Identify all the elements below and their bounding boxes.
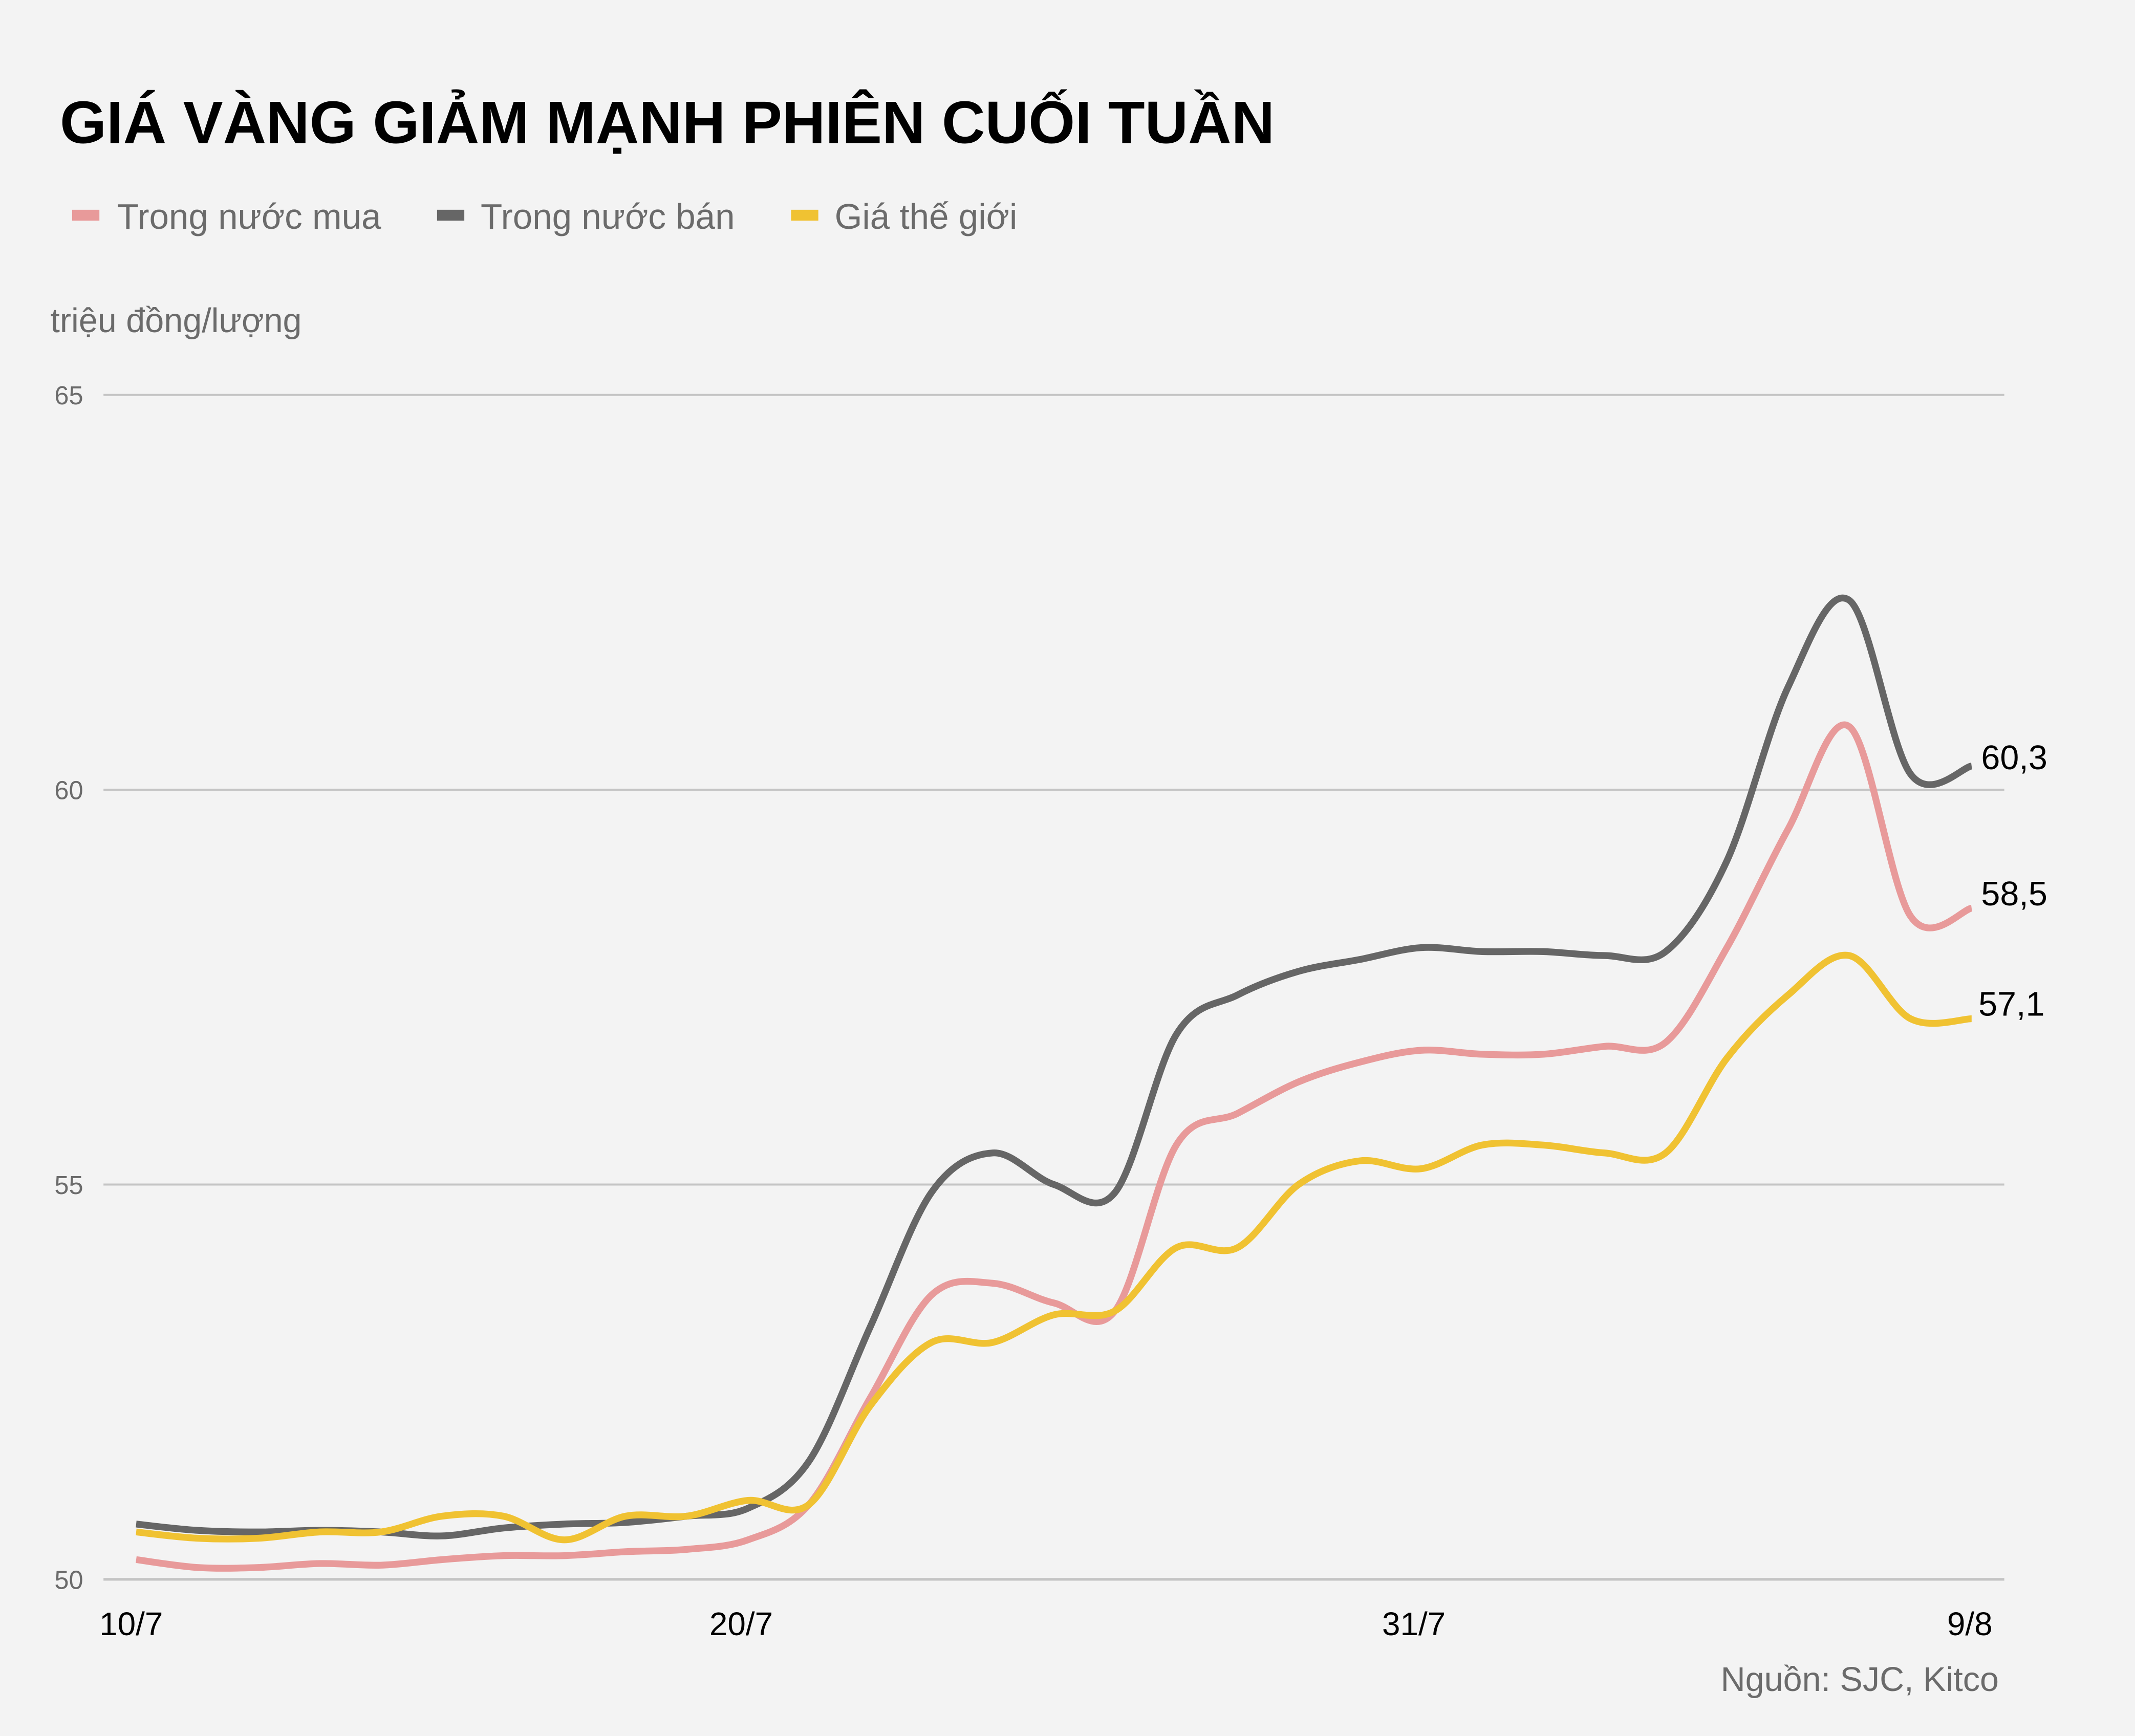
chart-title: GIÁ VÀNG GIẢM MẠNH PHIÊN CUỐI TUẦN <box>60 89 1275 156</box>
legend-swatch-ban <box>437 209 465 221</box>
series-line-ban[interactable] <box>136 594 1973 1539</box>
end-label-mua: 58,5 <box>1981 875 2047 913</box>
series-line-the-gioi[interactable] <box>136 951 1972 1544</box>
legend-item-ban[interactable]: Trong nước bán <box>437 197 735 236</box>
series-line-mua[interactable] <box>136 721 1973 1572</box>
y-tick-55: 55 <box>54 1170 83 1200</box>
legend-swatch-the-gioi <box>791 209 818 221</box>
legend-swatch-mua <box>72 209 100 221</box>
legend-item-the-gioi[interactable]: Giá thế giới <box>791 197 1018 236</box>
y-axis-unit-label: triệu đồng/lượng <box>50 302 301 340</box>
y-tick-60: 60 <box>54 776 83 805</box>
legend-label-mua: Trong nước mua <box>117 197 381 236</box>
y-tick-65: 65 <box>54 381 83 410</box>
end-label-ban: 60,3 <box>1981 739 2047 777</box>
legend-item-mua[interactable]: Trong nước mua <box>72 197 381 236</box>
y-tick-50: 50 <box>54 1566 83 1595</box>
x-tick-20-7: 20/7 <box>709 1605 773 1642</box>
series-group <box>136 594 1973 1572</box>
legend-label-the-gioi: Giá thế giới <box>835 197 1018 236</box>
legend-label-ban: Trong nước bán <box>481 197 735 236</box>
legend: Trong nước mua Trong nước bán Giá thế gi… <box>72 197 1017 236</box>
end-label-the-gioi: 57,1 <box>1978 986 2044 1024</box>
x-tick-9-8: 9/8 <box>1947 1605 1993 1642</box>
source-note: Nguồn: SJC, Kitco <box>1721 1661 1999 1699</box>
x-tick-10-7: 10/7 <box>99 1605 163 1642</box>
x-tick-31-7: 31/7 <box>1382 1605 1446 1642</box>
y-axis: 65 60 55 50 <box>54 381 2004 1595</box>
x-axis: 10/7 20/7 31/7 9/8 <box>99 1605 1992 1642</box>
